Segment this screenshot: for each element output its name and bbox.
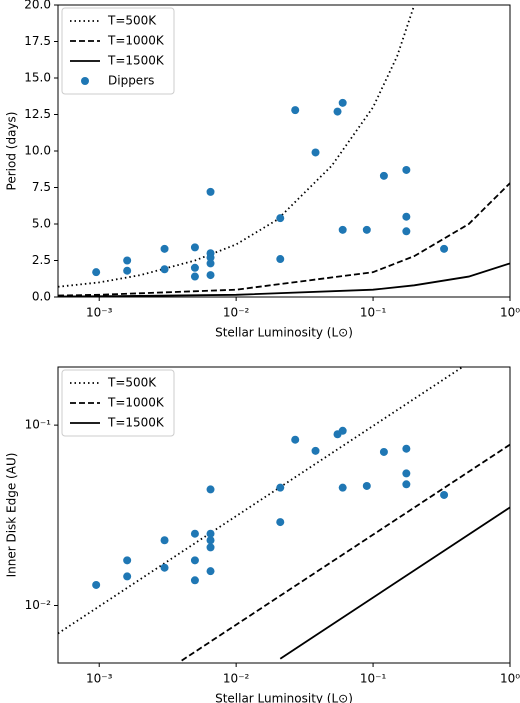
dipper-point bbox=[379, 171, 388, 180]
dipper-point bbox=[291, 106, 300, 115]
legend-label: T=1000K bbox=[107, 396, 165, 410]
dipper-point bbox=[276, 255, 285, 264]
y-tick-label: 17.5 bbox=[24, 34, 51, 48]
x-tick-label: 10⁻¹ bbox=[360, 672, 387, 686]
dipper-point bbox=[206, 253, 215, 262]
x-tick-label: 10⁻³ bbox=[86, 672, 113, 686]
dipper-point bbox=[123, 556, 132, 565]
legend-label: T=1500K bbox=[107, 416, 165, 430]
dipper-point bbox=[338, 426, 347, 435]
curve bbox=[279, 506, 510, 660]
legend-label: T=500K bbox=[107, 14, 157, 28]
dipper-point bbox=[92, 580, 101, 589]
dipper-point bbox=[92, 268, 101, 277]
y-tick-label: 7.5 bbox=[32, 180, 51, 194]
y-tick-label: 12.5 bbox=[24, 107, 51, 121]
legend-swatch bbox=[81, 77, 89, 85]
dipper-point bbox=[379, 447, 388, 456]
dipper-point bbox=[362, 225, 371, 234]
dipper-point bbox=[291, 435, 300, 444]
legend-label: T=500K bbox=[107, 376, 157, 390]
y-axis-label: Inner Disk Edge (AU) bbox=[5, 453, 19, 578]
dipper-point bbox=[190, 556, 199, 565]
dipper-point bbox=[123, 266, 132, 275]
dipper-point bbox=[123, 572, 132, 581]
dipper-point bbox=[338, 225, 347, 234]
curve bbox=[58, 182, 510, 297]
dipper-point bbox=[362, 481, 371, 490]
dipper-point bbox=[206, 485, 215, 494]
dipper-point bbox=[311, 148, 320, 157]
x-tick-label: 10⁻² bbox=[223, 672, 250, 686]
dipper-point bbox=[440, 244, 449, 253]
x-tick-label: 10⁻¹ bbox=[360, 306, 387, 320]
legend-box bbox=[61, 7, 175, 95]
y-tick-label: 20.0 bbox=[24, 0, 51, 12]
y-axis-label: Period (days) bbox=[5, 112, 19, 191]
dipper-point bbox=[276, 518, 285, 527]
dipper-point bbox=[160, 265, 169, 274]
y-tick-label: 0.0 bbox=[32, 290, 51, 304]
dipper-point bbox=[206, 543, 215, 552]
panel: 10⁻³ 10⁻² 10⁻¹ 10⁰ 10⁻² 10⁻¹ Stellar Luminosit… bbox=[5, 366, 520, 703]
dipper-point bbox=[206, 567, 215, 576]
x-tick-label: 10⁰ bbox=[500, 672, 520, 686]
dipper-point bbox=[206, 536, 215, 545]
dipper-point bbox=[311, 446, 320, 455]
dipper-point bbox=[160, 536, 169, 545]
legend-box bbox=[61, 369, 175, 437]
dipper-point bbox=[190, 243, 199, 252]
dipper-point bbox=[402, 480, 411, 489]
dipper-point bbox=[338, 483, 347, 492]
x-tick-label: 10⁰ bbox=[500, 306, 520, 320]
dipper-point bbox=[123, 256, 132, 265]
dipper-point bbox=[190, 529, 199, 538]
y-tick-label: 15.0 bbox=[24, 71, 51, 85]
dipper-point bbox=[190, 272, 199, 281]
dipper-point bbox=[206, 187, 215, 196]
dipper-point bbox=[276, 483, 285, 492]
panel: 10⁻³ 10⁻² 10⁻¹ 10⁰ 0.0 2.5 5.0 7.5 10.0 12.5 15.0 1… bbox=[5, 0, 520, 340]
legend-label: Dippers bbox=[108, 74, 154, 88]
dipper-point bbox=[206, 529, 215, 538]
y-tick-label: 5.0 bbox=[32, 217, 51, 231]
y-tick-label: 10.0 bbox=[24, 144, 51, 158]
dipper-point bbox=[402, 444, 411, 453]
dipper-point bbox=[160, 244, 169, 253]
plot-area bbox=[58, 5, 510, 297]
dipper-point bbox=[276, 214, 285, 223]
dipper-point bbox=[206, 259, 215, 268]
plot-frame bbox=[57, 366, 511, 664]
y-tick-label: 10⁻² bbox=[25, 598, 52, 612]
dipper-point bbox=[338, 98, 347, 107]
dipper-point bbox=[402, 165, 411, 174]
x-axis-label: Stellar Luminosity (L⊙) bbox=[215, 692, 353, 703]
dipper-point bbox=[402, 227, 411, 236]
dipper-point bbox=[402, 469, 411, 478]
y-tick-label: 10⁻¹ bbox=[25, 418, 52, 432]
x-tick-label: 10⁻³ bbox=[86, 306, 113, 320]
dipper-point bbox=[190, 263, 199, 272]
dipper-point bbox=[333, 107, 342, 116]
x-tick-label: 10⁻² bbox=[223, 306, 250, 320]
x-axis-label: Stellar Luminosity (L⊙) bbox=[215, 326, 353, 340]
dipper-point bbox=[160, 563, 169, 572]
plot-area bbox=[58, 367, 510, 662]
curve bbox=[181, 443, 510, 662]
curve bbox=[58, 5, 416, 288]
curve bbox=[58, 262, 510, 297]
dipper-point bbox=[440, 490, 449, 499]
y-tick-label: 2.5 bbox=[32, 253, 51, 267]
dipper-point bbox=[206, 271, 215, 280]
legend-label: T=1500K bbox=[107, 54, 165, 68]
legend-label: T=1000K bbox=[107, 34, 165, 48]
dipper-point bbox=[190, 576, 199, 585]
dipper-point bbox=[402, 212, 411, 221]
